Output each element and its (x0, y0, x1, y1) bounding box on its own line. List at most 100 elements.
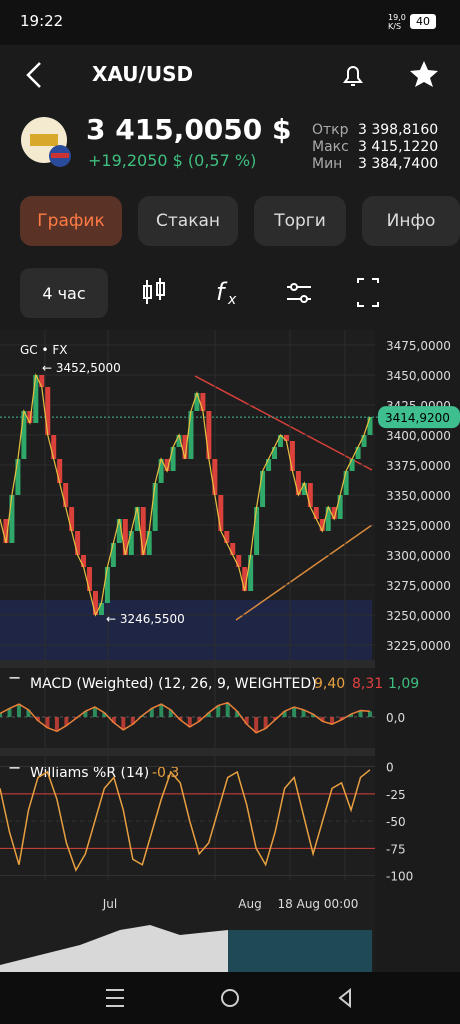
svg-text:−: − (8, 668, 21, 687)
candle (92, 591, 98, 615)
macd-hist (149, 708, 154, 717)
candle (21, 411, 27, 459)
macd-hist (178, 717, 183, 720)
macd-hist (301, 709, 306, 717)
macd-hist (187, 717, 192, 727)
candle (158, 459, 164, 483)
candle (152, 483, 158, 531)
alert[interactable] (338, 60, 368, 90)
tab[interactable]: Стакан (138, 196, 238, 246)
speed: 19,0 K/S (388, 13, 406, 31)
candle (349, 459, 355, 471)
svg-text:x: x (227, 292, 237, 308)
candle (301, 483, 307, 495)
y-tick-label: 0,0 (386, 711, 405, 725)
y-tick-label: 3350,0000 (386, 489, 451, 503)
y-tick-label: 3450,0000 (386, 369, 451, 383)
candle (69, 507, 75, 531)
macd-hist (45, 717, 50, 728)
candle (319, 519, 325, 531)
stat-value: 3 384,7400 (358, 156, 439, 172)
candle (242, 567, 248, 591)
current-badge (378, 406, 460, 429)
macd-hist (197, 717, 202, 722)
candle (188, 411, 194, 459)
macd-hist (7, 708, 12, 717)
current-label: 3414,9200 (385, 411, 450, 425)
williams-title: Williams %R (14) (30, 765, 149, 781)
y-tick-label: 3325,0000 (386, 519, 451, 533)
macd-v3: 1,09 (388, 676, 419, 692)
x-label: 18 Aug 00:00 (278, 897, 359, 911)
macd-hist (26, 709, 31, 717)
candle (45, 387, 51, 435)
macd-hist (368, 711, 372, 717)
macd-hist (225, 702, 230, 717)
macd-hist (244, 717, 249, 725)
y-tick-label: -75 (386, 842, 406, 856)
y-tick-label: 3225,0000 (386, 639, 451, 653)
candle (218, 495, 224, 531)
candle (176, 435, 182, 447)
macd-hist (330, 717, 335, 725)
candle (75, 531, 81, 555)
candle (266, 459, 272, 471)
macd-hist (235, 711, 240, 717)
candle (313, 507, 319, 519)
candle (140, 507, 146, 555)
macd-hist (111, 717, 116, 723)
candle (134, 507, 140, 531)
favorite[interactable] (408, 58, 440, 90)
title: XAU/USD (92, 62, 194, 86)
macd-hist (83, 711, 88, 717)
candle (206, 411, 212, 459)
macd-hist (292, 707, 297, 717)
battery: 40 (410, 14, 436, 29)
interval[interactable]: 4 час (20, 268, 108, 318)
williams-value: -0,3 (152, 765, 179, 781)
candle (272, 447, 278, 459)
macd-line (0, 701, 371, 734)
candle (9, 495, 15, 543)
candle (236, 555, 242, 567)
candle (200, 393, 206, 411)
candle (3, 519, 9, 543)
candle (337, 495, 343, 519)
macd-hist (216, 705, 221, 717)
candle (248, 555, 254, 591)
candle (254, 507, 260, 555)
stat-label: Откр (312, 122, 349, 138)
y-tick-label: 3375,0000 (386, 459, 451, 473)
candle (331, 507, 337, 519)
tab[interactable]: Инфо (362, 196, 460, 246)
macd-hist (159, 704, 164, 717)
macd-hist (64, 717, 69, 726)
candle (98, 603, 104, 615)
macd-hist (92, 707, 97, 717)
svg-text:−: − (8, 758, 21, 777)
moving-average (0, 372, 371, 617)
candle (230, 543, 236, 555)
status-bar: 19:22 19,0 K/S 40 (0, 0, 460, 45)
candle (212, 459, 218, 495)
candle (39, 375, 45, 387)
stat-value: 3 398,8160 (358, 122, 439, 138)
tab[interactable]: График (20, 196, 122, 246)
macd-hist (311, 714, 316, 717)
change: +19,2050 $ (0,57 %) (88, 151, 257, 170)
candle (170, 447, 176, 471)
tab[interactable]: Торги (254, 196, 346, 246)
y-tick-label: 3250,0000 (386, 609, 451, 623)
stat-value: 3 415,1220 (358, 139, 439, 155)
candle (116, 519, 122, 543)
time: 19:22 (20, 12, 64, 30)
back[interactable] (22, 60, 48, 90)
stat-label: Макс (312, 139, 349, 155)
y-tick-label: 3400,0000 (386, 429, 451, 443)
x-label: Aug (238, 897, 261, 911)
macd-hist (349, 714, 354, 717)
candle (110, 543, 116, 567)
candle (128, 531, 134, 555)
candle (122, 519, 128, 555)
